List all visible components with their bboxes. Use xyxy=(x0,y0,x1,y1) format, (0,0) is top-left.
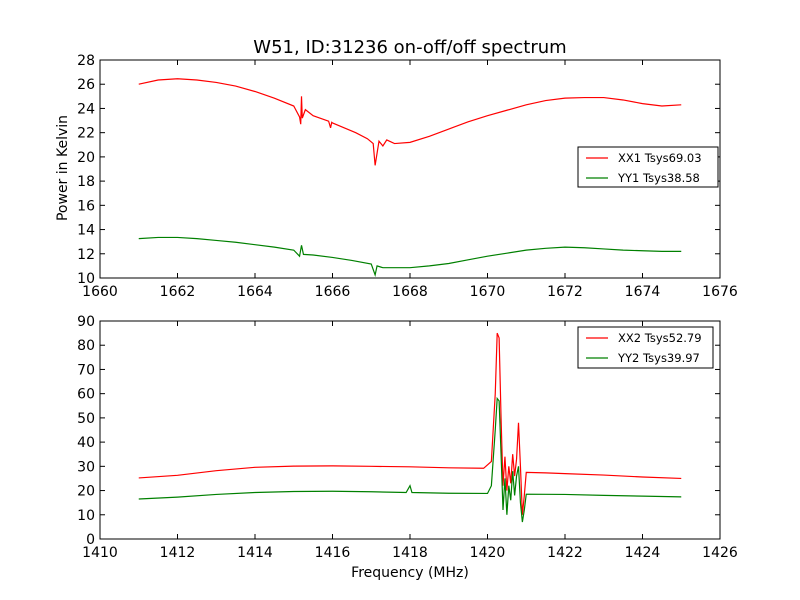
legend-entry: XX1 Tsys69.03 xyxy=(618,151,702,165)
x-tick-label: 1666 xyxy=(315,284,351,300)
y-tick-label: 30 xyxy=(77,459,95,475)
y-tick-label: 24 xyxy=(77,101,95,117)
legend: XX2 Tsys52.79 YY2 Tsys39.97 xyxy=(577,326,714,369)
legend-box xyxy=(577,146,719,188)
x-tick-label: 1670 xyxy=(470,284,506,300)
y-axis-label: Power in Kelvin xyxy=(55,115,71,221)
chart-title: W51, ID:31236 on-off/off spectrum xyxy=(253,37,566,58)
y-tick-label: 28 xyxy=(77,53,95,69)
y-tick-label: 16 xyxy=(77,198,95,214)
series-line-1 xyxy=(138,332,682,515)
series-line-2 xyxy=(138,396,682,523)
y-tick-label: 10 xyxy=(77,508,95,524)
y-tick-label: 70 xyxy=(77,362,95,378)
x-tick-label: 1412 xyxy=(160,545,196,561)
y-tick-label: 26 xyxy=(77,77,95,93)
legend-entry: XX2 Tsys52.79 xyxy=(618,331,702,345)
series-line-2 xyxy=(138,236,682,278)
x-tick-label: 1660 xyxy=(82,284,118,300)
x-tick-label: 1416 xyxy=(315,545,351,561)
y-tick-label: 14 xyxy=(77,223,95,239)
x-tick-label: 1418 xyxy=(392,545,428,561)
x-tick-label: 1676 xyxy=(702,284,738,300)
x-tick-label: 1410 xyxy=(82,545,118,561)
y-tick-label: 50 xyxy=(77,411,95,427)
x-tick-label: 1424 xyxy=(625,545,661,561)
y-tick-label: 40 xyxy=(77,435,95,451)
x-axis-label: Frequency (MHz) xyxy=(351,565,469,581)
x-tick-label: 1426 xyxy=(702,545,738,561)
x-tick-label: 1422 xyxy=(547,545,583,561)
top-panel: 1660 1662 1664 1666 1668 1670 1672 1674 1676 10 12… xyxy=(77,53,738,300)
x-tick-label: 1662 xyxy=(160,284,196,300)
y-tick-label: 20 xyxy=(77,484,95,500)
x-tick-label: 1664 xyxy=(237,284,273,300)
y-tick-label: 80 xyxy=(77,338,95,354)
legend: XX1 Tsys69.03 YY1 Tsys38.58 xyxy=(577,146,719,188)
y-tick-label: 18 xyxy=(77,174,95,190)
series-line-1 xyxy=(138,78,682,166)
y-tick-label: 0 xyxy=(86,532,95,548)
x-tick-label: 1414 xyxy=(237,545,273,561)
bottom-panel: 1410 1412 1414 1416 1418 1420 1422 1424 1426 0 10 2… xyxy=(77,314,738,561)
x-tick-label: 1672 xyxy=(547,284,583,300)
legend-entry: YY1 Tsys38.58 xyxy=(617,171,700,185)
x-tick-label: 1420 xyxy=(470,545,506,561)
y-tick-label: 20 xyxy=(77,150,95,166)
y-tick-label: 10 xyxy=(77,271,95,287)
y-tick-label: 22 xyxy=(77,126,95,142)
y-tick-label: 60 xyxy=(77,387,95,403)
x-tick-label: 1668 xyxy=(392,284,428,300)
legend-entry: YY2 Tsys39.97 xyxy=(617,351,700,365)
x-tick-label: 1674 xyxy=(625,284,661,300)
y-tick-label: 12 xyxy=(77,247,95,263)
y-tick-label: 90 xyxy=(77,314,95,330)
legend-box xyxy=(577,326,714,369)
